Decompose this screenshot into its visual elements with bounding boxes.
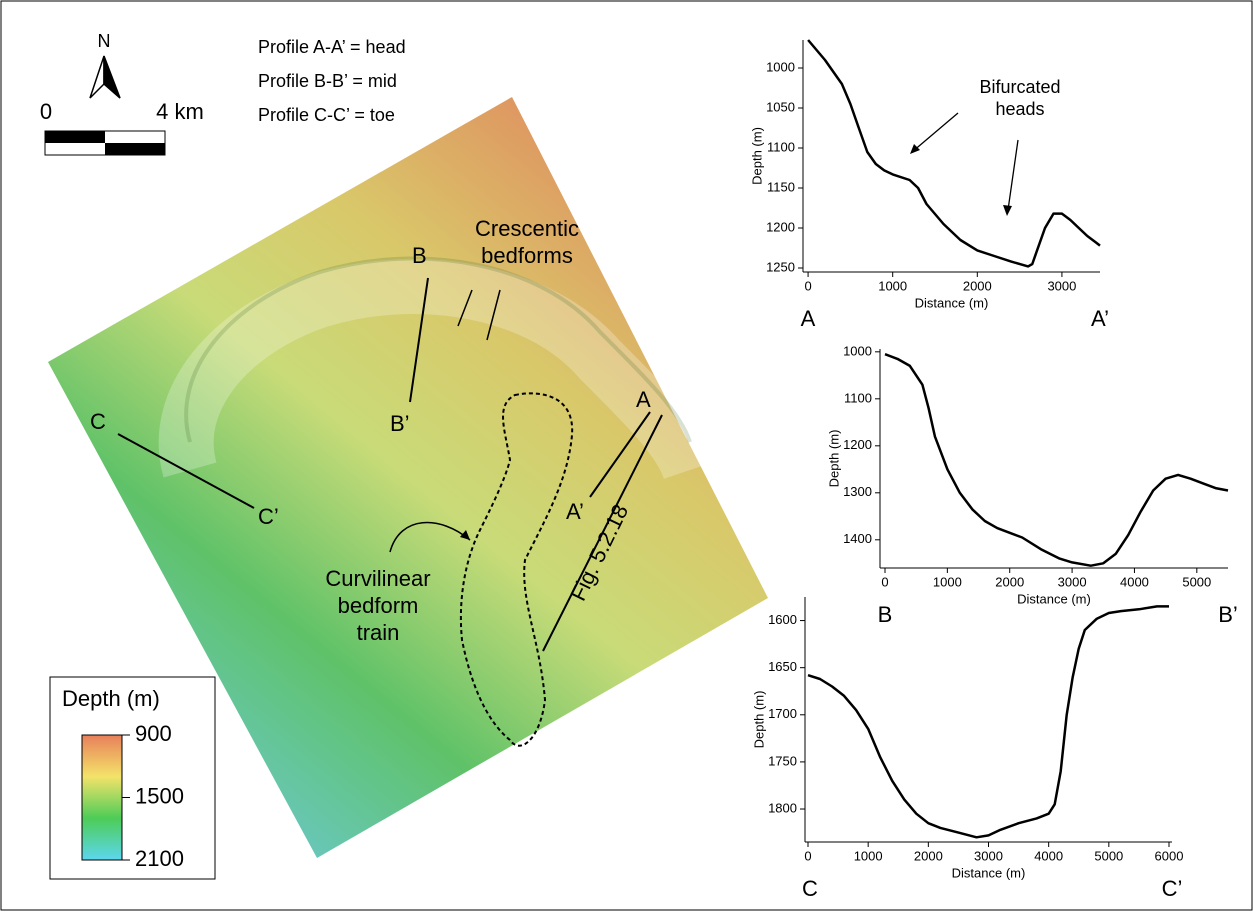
x-tick-label: 0 xyxy=(804,278,811,293)
curvilinear-1: Curvilinear xyxy=(325,566,430,591)
x-tick-label: 0 xyxy=(804,848,811,863)
x-axis-label: Distance (m) xyxy=(1017,591,1091,606)
y-tick-label: 1100 xyxy=(844,390,872,405)
x-tick-label: 5000 xyxy=(1094,848,1123,863)
x-tick-label: 1000 xyxy=(878,278,907,293)
y-tick-label: 1100 xyxy=(767,139,795,154)
north-arrow xyxy=(90,56,104,98)
profile-start: B xyxy=(878,602,893,627)
curvilinear-3: train xyxy=(357,620,400,645)
y-tick-label: 1000 xyxy=(843,343,872,358)
figure: B B’ C C’ A A’ Fig. 5.2.18 Crescentic be… xyxy=(0,0,1253,911)
x-tick-label: 1000 xyxy=(933,574,962,589)
label-c: C xyxy=(90,409,106,434)
colorbar-title: Depth (m) xyxy=(62,686,160,711)
label-c2: C’ xyxy=(258,504,279,529)
scale-bar xyxy=(105,143,165,155)
y-tick-label: 1200 xyxy=(843,437,872,452)
x-tick-label: 3000 xyxy=(1058,574,1087,589)
x-tick-label: 4000 xyxy=(1034,848,1063,863)
x-tick-label: 4000 xyxy=(1120,574,1149,589)
y-tick-label: 1050 xyxy=(766,99,795,114)
x-tick-label: 5000 xyxy=(1182,574,1211,589)
arrowhead xyxy=(1003,205,1012,216)
scale-bar xyxy=(45,131,105,143)
x-axis-label: Distance (m) xyxy=(952,865,1026,880)
x-tick-label: 3000 xyxy=(974,848,1003,863)
profile-line xyxy=(808,606,1169,837)
y-tick-label: 1250 xyxy=(766,259,795,274)
annotation: Bifurcated xyxy=(979,77,1060,97)
profile-legend: Profile A-A’ = head xyxy=(258,37,406,57)
crescentic-1: Crescentic xyxy=(475,216,579,241)
profile-line xyxy=(808,40,1100,266)
y-tick-label: 1200 xyxy=(766,219,795,234)
y-axis-label: Depth (m) xyxy=(751,691,766,749)
label-a: A xyxy=(636,387,651,412)
y-tick-label: 1300 xyxy=(843,484,872,499)
y-tick-label: 1150 xyxy=(767,179,795,194)
x-tick-label: 3000 xyxy=(1047,278,1076,293)
colorbar-tick-label: 1500 xyxy=(135,783,184,808)
x-tick-label: 2000 xyxy=(995,574,1024,589)
y-tick-label: 1400 xyxy=(843,531,872,546)
curvilinear-2: bedform xyxy=(338,593,419,618)
x-axis-label: Distance (m) xyxy=(915,295,989,310)
annotation: heads xyxy=(995,99,1044,119)
x-tick-label: 1000 xyxy=(854,848,883,863)
y-tick-label: 1700 xyxy=(768,706,797,721)
x-tick-label: 6000 xyxy=(1155,848,1184,863)
profile-legend: Profile C-C’ = toe xyxy=(258,105,395,125)
y-tick-label: 1600 xyxy=(768,612,797,627)
scale-0: 0 xyxy=(40,99,52,124)
colorbar: Depth (m) 900 1500 2100 xyxy=(50,677,215,879)
profile-start: A xyxy=(801,306,816,331)
x-tick-label: 2000 xyxy=(963,278,992,293)
annotation-arrow xyxy=(1008,140,1018,210)
profile-line xyxy=(885,354,1228,566)
profile-start: C xyxy=(802,876,818,901)
y-axis-label: Depth (m) xyxy=(749,127,764,185)
arrowhead xyxy=(910,144,920,154)
map: B B’ C C’ A A’ Fig. 5.2.18 Crescentic be… xyxy=(40,31,768,879)
y-tick-label: 1750 xyxy=(768,753,797,768)
north-arrow xyxy=(104,56,120,98)
y-axis-label: Depth (m) xyxy=(826,430,841,488)
x-tick-label: 2000 xyxy=(914,848,943,863)
annotation-arrow xyxy=(912,113,958,152)
profile-legend: Profile B-B’ = mid xyxy=(258,71,397,91)
colorbar-tick-label: 2100 xyxy=(135,846,184,871)
profile-end: A’ xyxy=(1091,306,1109,331)
y-tick-label: 1800 xyxy=(768,800,797,815)
profile-end: C’ xyxy=(1162,876,1183,901)
colorbar-ramp xyxy=(82,735,122,860)
colorbar-tick-label: 900 xyxy=(135,721,172,746)
profile-end: B’ xyxy=(1218,602,1238,627)
y-tick-label: 1650 xyxy=(768,659,797,674)
crescentic-2: bedforms xyxy=(481,243,573,268)
label-b: B xyxy=(412,243,427,268)
y-tick-label: 1000 xyxy=(766,59,795,74)
x-tick-label: 0 xyxy=(881,574,888,589)
north-label: N xyxy=(98,31,111,51)
label-b2: B’ xyxy=(390,411,410,436)
scale-4: 4 km xyxy=(156,99,204,124)
label-a2: A’ xyxy=(566,499,584,524)
